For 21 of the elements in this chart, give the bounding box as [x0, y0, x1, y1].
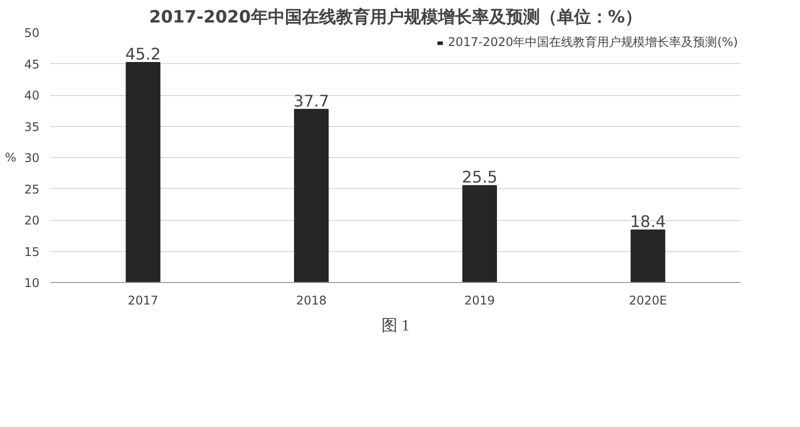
- y-tick-label: 10: [24, 276, 40, 290]
- x-tick-label: 2019: [464, 294, 495, 308]
- data-label: 25.5: [462, 168, 498, 187]
- y-tick-label: 50: [24, 26, 40, 40]
- y-tick-label: 35: [24, 120, 40, 134]
- y-tick-label: 20: [24, 214, 40, 228]
- y-tick-label: 40: [24, 88, 40, 102]
- x-tick-label: 2018: [296, 294, 327, 308]
- data-label: 37.7: [294, 91, 330, 110]
- caption: 图 1: [382, 318, 410, 334]
- y-axis-title: %: [4, 150, 16, 164]
- y-tick-label: 25: [24, 182, 40, 196]
- x-tick-label: 2020E: [628, 294, 668, 308]
- legend-label: 2017-2020年中国在线教育用户规模增长率及预测(%): [448, 34, 738, 51]
- data-label: 45.2: [125, 44, 161, 64]
- chart-title: 2017-2020年中国在线教育用户规模增长率及预测（单位：%）: [149, 6, 642, 28]
- x-tick-label: 2017: [128, 294, 158, 308]
- data-label: 18.4: [630, 212, 666, 231]
- y-tick-label: 45: [24, 57, 40, 72]
- y-tick-label: 15: [24, 244, 40, 259]
- y-tick-label: 30: [24, 151, 40, 165]
